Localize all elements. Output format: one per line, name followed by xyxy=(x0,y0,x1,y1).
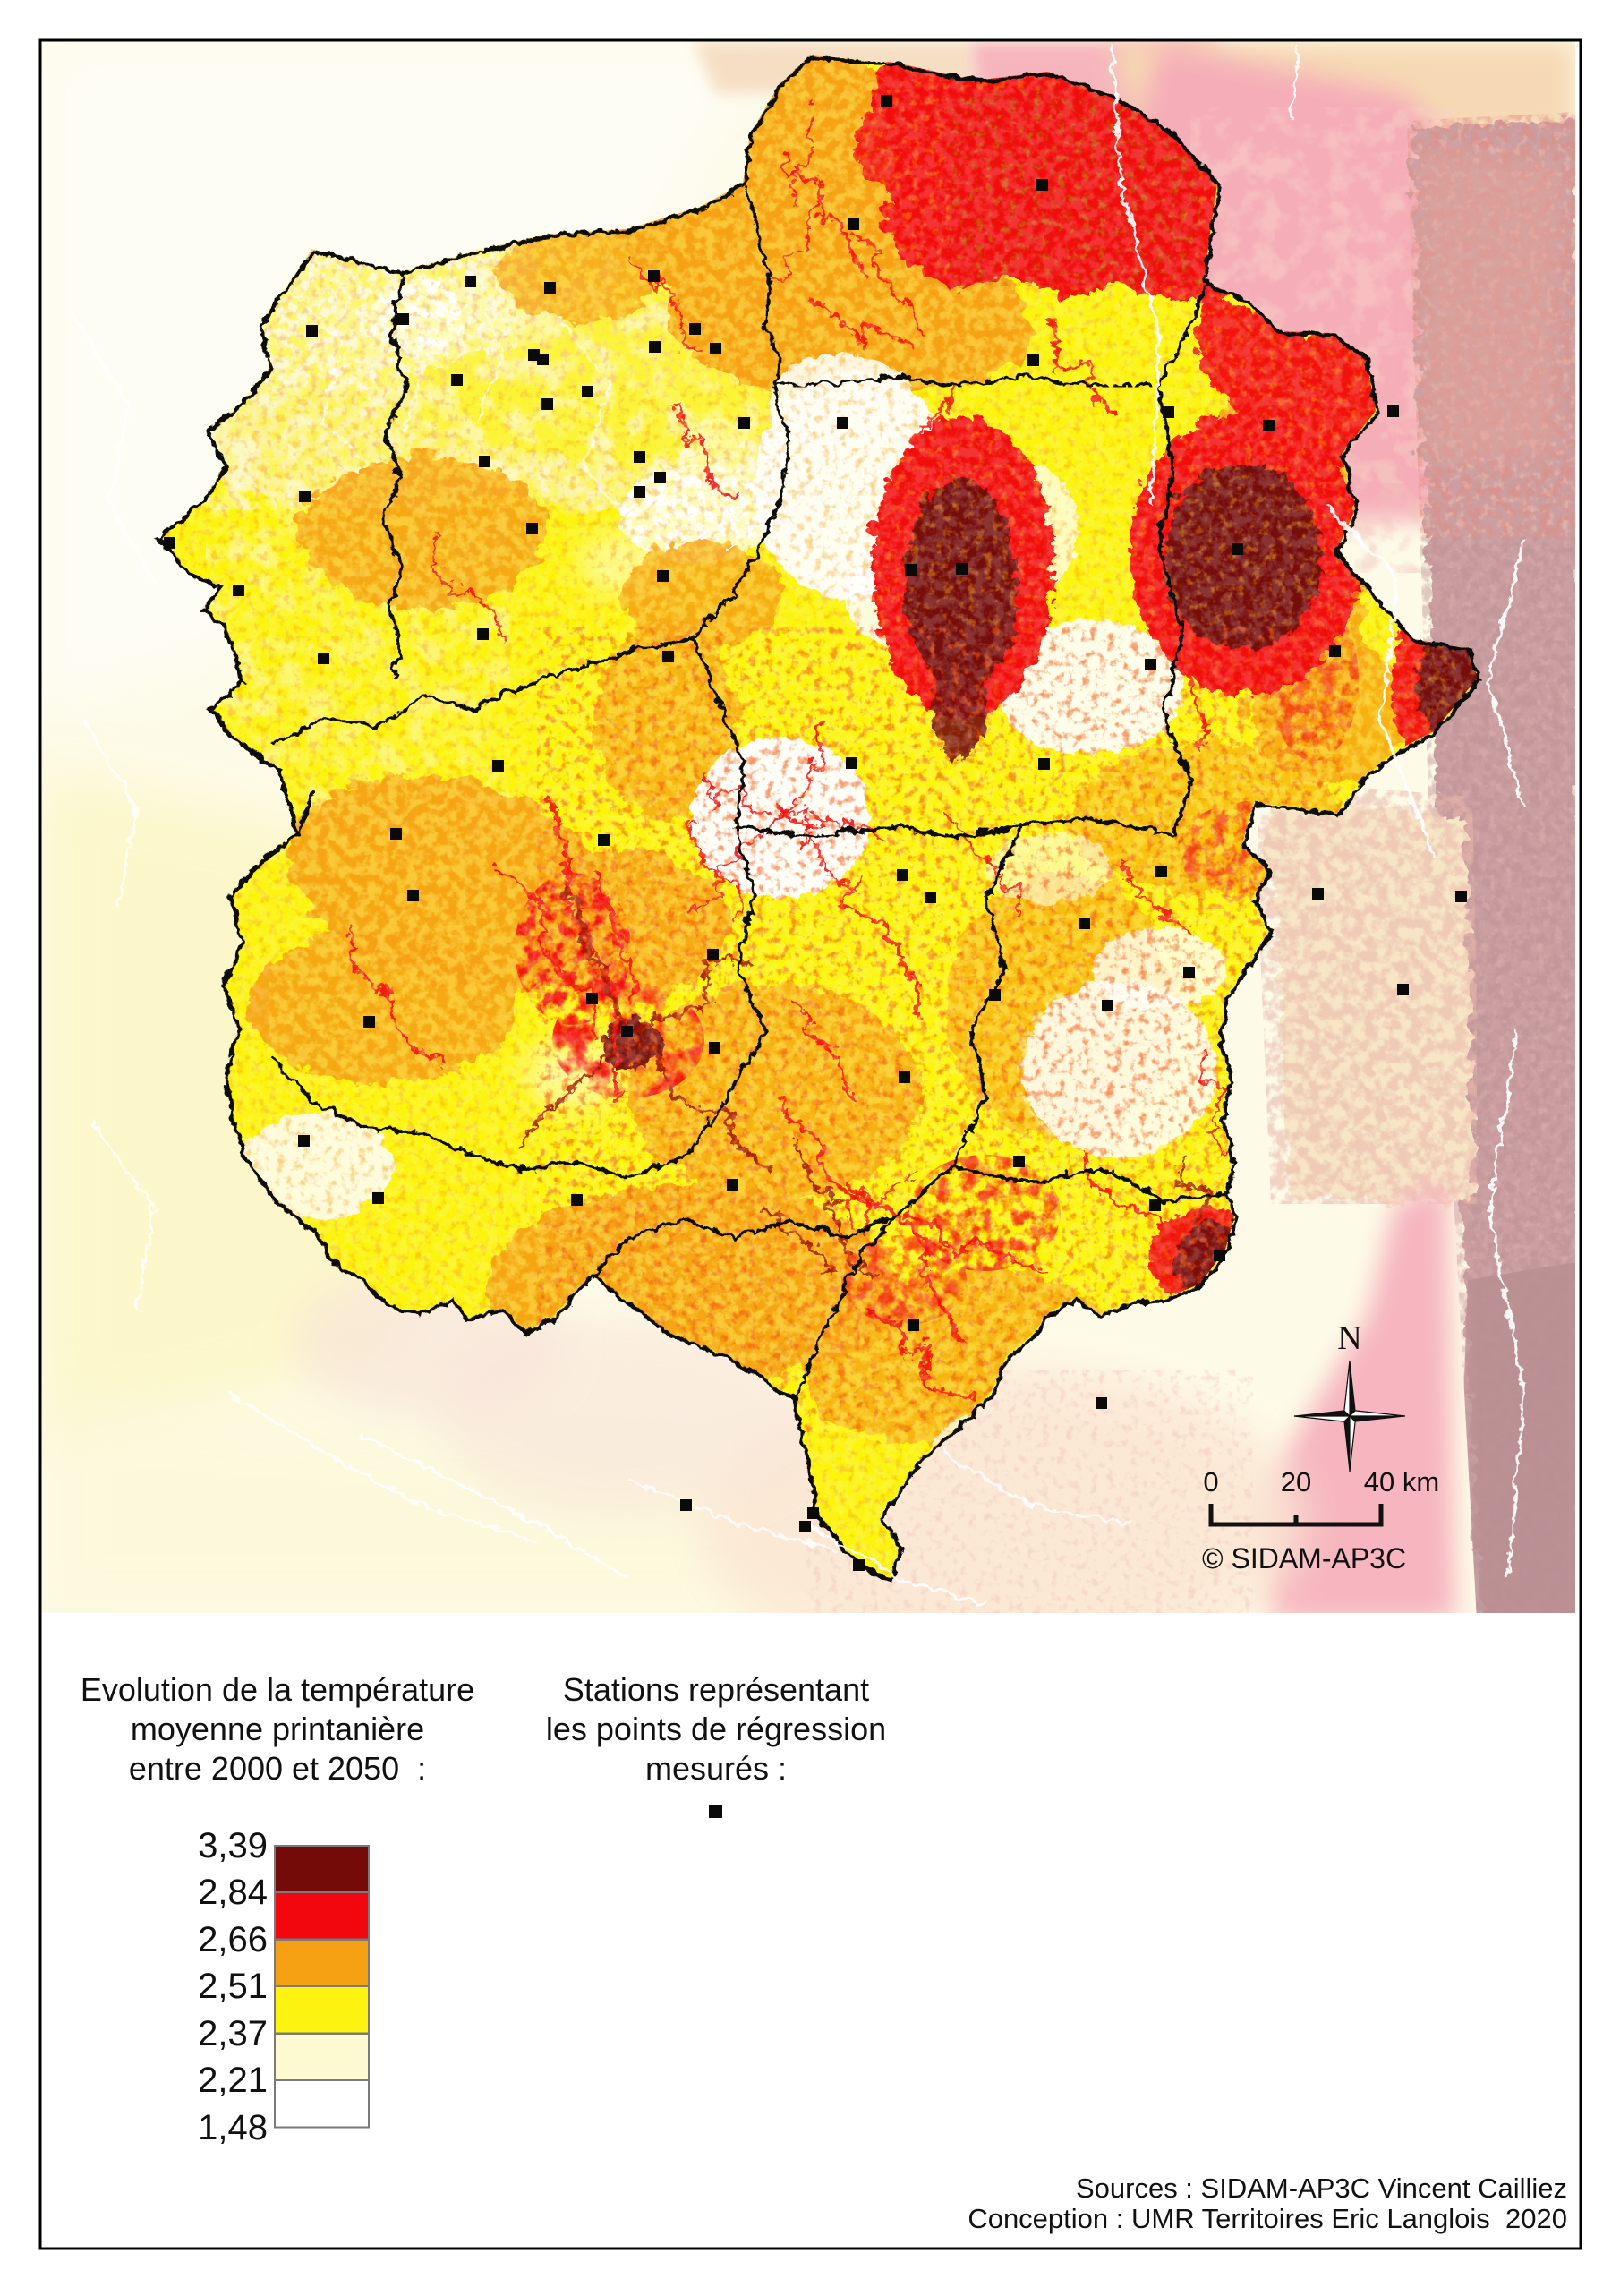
svg-text:0: 0 xyxy=(1203,1466,1218,1498)
svg-text:1,48: 1,48 xyxy=(198,2108,268,2147)
svg-text:2,66: 2,66 xyxy=(198,1920,268,1959)
svg-text:2,21: 2,21 xyxy=(198,2061,268,2100)
svg-text:2,84: 2,84 xyxy=(198,1873,268,1912)
svg-text:entre 2000 et 2050 :: entre 2000 et 2050 : xyxy=(129,1750,426,1787)
svg-text:2,37: 2,37 xyxy=(198,2014,268,2053)
svg-text:20: 20 xyxy=(1281,1466,1311,1498)
svg-text:Stations représentant: Stations représentant xyxy=(563,1671,869,1708)
svg-text:3,39: 3,39 xyxy=(198,1826,268,1865)
svg-text:moyenne printanière: moyenne printanière xyxy=(131,1711,424,1747)
svg-text:Evolution de la température: Evolution de la température xyxy=(81,1671,474,1708)
svg-text:les points de régression: les points de régression xyxy=(546,1711,886,1747)
svg-text:mesurés :: mesurés : xyxy=(645,1750,787,1787)
svg-text:Sources : SIDAM-AP3C Vincent C: Sources : SIDAM-AP3C Vincent Cailliez xyxy=(1076,2172,1567,2204)
svg-text:2,51: 2,51 xyxy=(198,1967,268,2006)
svg-text:40 km: 40 km xyxy=(1364,1466,1439,1498)
svg-text:© SIDAM-AP3C: © SIDAM-AP3C xyxy=(1202,1542,1406,1575)
svg-text:Conception : UMR Territoires E: Conception : UMR Territoires Eric Langlo… xyxy=(968,2203,1567,2234)
svg-text:N: N xyxy=(1337,1319,1361,1357)
